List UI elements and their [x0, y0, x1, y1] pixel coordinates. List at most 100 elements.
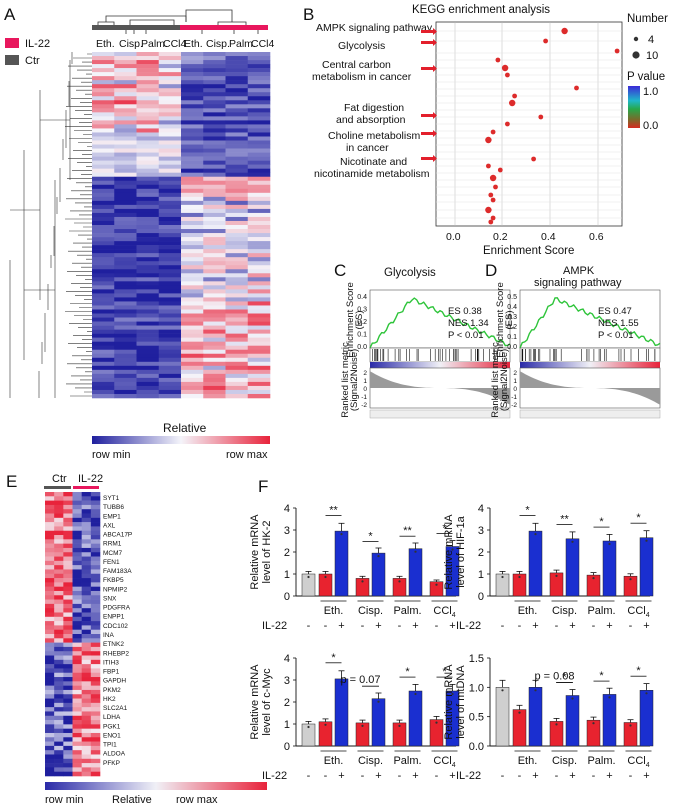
heatmap-e-cell: [90, 535, 101, 540]
heatmap-e-cell: [45, 655, 55, 661]
gene-label: SNX: [103, 596, 117, 603]
heatmap-cell: [181, 84, 204, 89]
heatmap-e-cell: [45, 750, 55, 755]
heatmap-e-cell: [54, 702, 64, 708]
heatmap-cell: [247, 389, 271, 395]
metric-y-tick: -1: [511, 394, 517, 401]
heatmap-cell: [203, 337, 226, 342]
heatmap-cell: [114, 393, 137, 399]
heatmap-cell: [92, 269, 115, 274]
heatmap-e-cell: [54, 582, 64, 587]
gene-label: AXL: [103, 522, 116, 529]
heatmap-cell: [114, 64, 137, 69]
heatmap-e-cell: [81, 586, 92, 592]
heatmap-cell: [136, 237, 160, 242]
heatmap-cell: [92, 112, 115, 117]
treatment-sign: +: [375, 770, 381, 782]
heatmap-e-cell: [45, 513, 55, 519]
heatmap-cell: [136, 329, 160, 334]
heatmap-cell: [136, 377, 160, 383]
heatmap-cell: [225, 357, 249, 363]
heatmap-cell: [247, 52, 271, 57]
heatmap-e-cell: [81, 616, 92, 622]
heatmap-cell: [203, 172, 226, 178]
heatmap-cell: [114, 289, 137, 294]
heatmap-cell: [92, 124, 115, 129]
heatmap-cell: [158, 220, 182, 226]
heatmap-cell: [203, 381, 226, 387]
heatmap-e-cell: [45, 522, 55, 527]
heatmap-cell: [158, 305, 182, 310]
heatmap-cell: [92, 92, 115, 97]
heatmap-e-cell: [54, 612, 64, 618]
es-y-tick: 0.4: [507, 304, 517, 311]
bar-chart-F4: 0.0 0.5 1.0 1.5 Relative mRNA level of mtDNA *…: [443, 653, 654, 782]
heatmap-cell: [92, 148, 115, 153]
treatment-label: IL-22: [262, 620, 287, 632]
heatmap-cell: [181, 124, 204, 129]
data-point: [571, 540, 574, 543]
heatmap-cell: [136, 112, 160, 117]
heatmap-e-cell: [90, 578, 101, 583]
heatmap-e-cell: [72, 509, 82, 514]
heatmap-cell: [136, 152, 160, 157]
heatmap-cell: [181, 253, 204, 258]
y-tick-label: 2: [284, 697, 290, 709]
heatmap-cell: [92, 72, 115, 77]
heatmap-cell: [247, 385, 271, 391]
color-legend-low: 0.0: [643, 120, 658, 132]
heatmap-e-cell: [54, 625, 64, 630]
heatmap-cell: [225, 160, 249, 165]
kegg-dot: [505, 72, 510, 78]
heatmap-cell: [114, 321, 137, 326]
y-tick-label: 0: [284, 591, 290, 603]
heatmap-cell: [181, 136, 204, 141]
heatmap-cell: [114, 253, 137, 258]
heatmap-e-cell: [54, 737, 64, 742]
heatmap-cell: [136, 140, 160, 145]
y-axis-label: Relative mRNA: [443, 514, 455, 590]
heatmap-e-cell: [72, 603, 82, 609]
heatmap-cell: [92, 281, 115, 286]
heatmap-cell: [114, 104, 137, 109]
heatmap-e-cell: [72, 547, 82, 553]
heatmap-e-cell: [81, 715, 92, 721]
heatmap-cell: [92, 273, 115, 278]
heatmap-e-cell: [45, 685, 55, 691]
heatmap-e-cell: [72, 677, 82, 682]
heatmap-cell: [181, 225, 204, 230]
data-point: [645, 539, 648, 542]
heatmap-cell: [225, 64, 249, 69]
heatmap-cell: [247, 281, 271, 286]
heatmap-e-cell: [81, 655, 92, 661]
heatmap-e-cell: [63, 677, 73, 682]
heatmap-e-cell: [54, 569, 64, 575]
heatmap-cell: [114, 225, 137, 230]
heatmap-e-cell: [45, 659, 55, 665]
x-tick: 0.0: [446, 231, 461, 243]
y-tick-label: 3: [284, 675, 290, 687]
heatmap-e-cell: [54, 535, 64, 540]
gsea-d-title-2: signaling pathway: [534, 277, 622, 289]
heatmap-cell: [203, 56, 226, 61]
heatmap-e-cell: [72, 668, 82, 674]
heatmap-cell: [203, 80, 226, 85]
heatmap-e-cell: [63, 504, 73, 510]
kegg-dot: [490, 197, 496, 203]
heatmap-e-cell: [72, 702, 82, 708]
group-label-il22: IL-22: [78, 473, 103, 485]
heatmap-cell: [114, 345, 137, 351]
kegg-dot: [512, 93, 517, 99]
group-label: CCl4: [433, 755, 455, 769]
heatmap-cell: [203, 329, 226, 334]
heatmap-e-cell: [63, 569, 73, 575]
heatmap-e-cell: [90, 504, 101, 510]
heatmap-e-cell: [72, 672, 82, 678]
heatmap-cell: [136, 220, 160, 226]
heatmap-cell: [158, 265, 182, 270]
heatmap-cell: [203, 188, 226, 194]
heatmap-cell: [158, 329, 182, 334]
size-legend-dot-large: [632, 51, 640, 59]
heatmap-cell: [158, 76, 182, 81]
